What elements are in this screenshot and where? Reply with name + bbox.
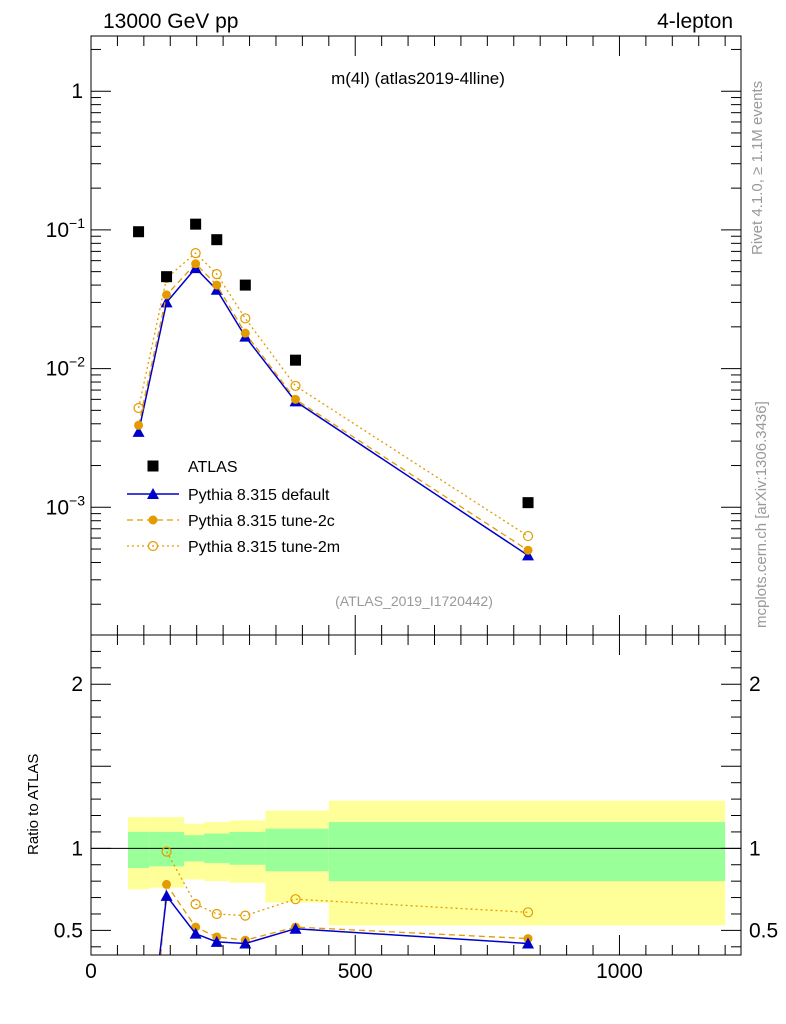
series-line bbox=[137, 252, 529, 537]
data-point bbox=[211, 269, 222, 280]
ratio-series bbox=[158, 846, 535, 956]
ratio-point bbox=[210, 935, 223, 947]
ratio-point bbox=[240, 910, 251, 921]
ratio-point bbox=[239, 937, 252, 949]
y-tick-label: 10−3 bbox=[46, 492, 86, 519]
band-inner bbox=[149, 831, 185, 867]
ratio-point bbox=[162, 879, 172, 889]
band-inner bbox=[127, 831, 150, 869]
data-point bbox=[161, 271, 173, 283]
ratio-point bbox=[160, 889, 173, 901]
band-inner bbox=[328, 822, 726, 882]
legend-label: Pythia 8.315 tune-2m bbox=[188, 539, 340, 556]
header-right: 4-lepton bbox=[657, 10, 733, 33]
ratio-plot-frame bbox=[90, 634, 742, 956]
series-line bbox=[137, 262, 529, 551]
ratio-point bbox=[289, 922, 302, 934]
ratio-axes: 0.5 0.5 1 1 2 2 bbox=[54, 634, 778, 955]
ratio-point bbox=[522, 937, 535, 949]
ratio-y-tick-label: 0.5 bbox=[54, 919, 83, 942]
ratio-point bbox=[190, 899, 201, 910]
band-inner bbox=[265, 828, 329, 872]
legend: ATLAS Pythia 8.315 default Pythia 8.315 tu… bbox=[127, 459, 340, 556]
ratio-plot: 0.5 0.5 1 1 2 2 Ratio to ATLAS bbox=[25, 634, 778, 956]
data-point bbox=[239, 279, 251, 291]
main-series bbox=[132, 218, 535, 561]
legend-marker bbox=[147, 488, 159, 499]
ratio-ylabel: Ratio to ATLAS bbox=[25, 754, 42, 855]
ratio-point bbox=[211, 908, 222, 920]
data-point bbox=[522, 530, 534, 542]
data-point bbox=[290, 380, 301, 392]
ratio-y-tick-label: 0.5 bbox=[749, 919, 778, 942]
series-tune2m bbox=[133, 248, 534, 542]
legend-label: ATLAS bbox=[188, 459, 238, 476]
legend-entry: ATLAS bbox=[147, 459, 238, 476]
data-point bbox=[133, 226, 145, 238]
ratio-series-tune2m bbox=[161, 846, 534, 921]
main-axes: 1 10−1 10−2 10−3 bbox=[46, 36, 741, 635]
data-point bbox=[133, 402, 144, 414]
ratio-point bbox=[522, 907, 534, 918]
data-point bbox=[523, 545, 533, 555]
ratio-y-tick-label: 2 bbox=[749, 673, 761, 696]
data-point bbox=[291, 394, 301, 404]
ratio-point bbox=[161, 846, 172, 857]
series-data bbox=[133, 218, 534, 509]
x-tick-label: 1000 bbox=[596, 960, 643, 983]
series-tune2c bbox=[134, 259, 533, 555]
data-point bbox=[290, 354, 302, 366]
legend-label: Pythia 8.315 default bbox=[188, 487, 330, 504]
y-tick-label: 10−2 bbox=[46, 354, 86, 381]
ratio-series-default bbox=[158, 889, 535, 956]
legend-label: Pythia 8.315 tune-2c bbox=[188, 513, 335, 530]
ratio-y-tick-label: 2 bbox=[71, 673, 83, 696]
data-point bbox=[211, 234, 223, 246]
data-point bbox=[190, 248, 201, 259]
legend-marker bbox=[148, 515, 158, 525]
ratio-point bbox=[290, 894, 301, 905]
data-point bbox=[240, 328, 250, 338]
mcplots-label: mcplots.cern.ch [arXiv:1306.3436] bbox=[753, 401, 770, 628]
x-tick-label: 0 bbox=[85, 960, 97, 983]
data-point bbox=[132, 425, 145, 437]
ratio-y-tick-label: 1 bbox=[71, 837, 83, 860]
y-tick-label: 1 bbox=[71, 80, 83, 103]
main-title: m(4l) (atlas2019-4lline) bbox=[331, 69, 505, 88]
header-left: 13000 GeV pp bbox=[103, 10, 238, 33]
legend-marker bbox=[147, 460, 159, 472]
legend-entry: Pythia 8.315 tune-2m bbox=[127, 539, 340, 556]
data-point bbox=[190, 218, 202, 230]
x-axis: 0 500 1000 bbox=[85, 960, 643, 983]
ratio-bands bbox=[127, 800, 726, 926]
data-point bbox=[522, 549, 535, 561]
ratio-point bbox=[191, 922, 201, 932]
legend-entry: Pythia 8.315 tune-2c bbox=[127, 513, 335, 530]
data-point bbox=[160, 296, 173, 308]
data-point bbox=[240, 313, 251, 324]
y-tick-label: 10−1 bbox=[46, 215, 86, 242]
ratio-point bbox=[189, 927, 202, 939]
data-point bbox=[212, 280, 222, 290]
data-point bbox=[522, 497, 534, 509]
x-tick-label: 500 bbox=[338, 960, 373, 983]
watermark: (ATLAS_2019_I1720442) bbox=[335, 593, 493, 609]
ratio-y-tick-label: 1 bbox=[749, 837, 761, 860]
rivet-label: Rivet 4.1.0, ≥ 1.1M events bbox=[749, 81, 766, 255]
data-point bbox=[134, 420, 144, 430]
data-point bbox=[162, 290, 172, 300]
legend-marker bbox=[147, 540, 159, 552]
legend-entry: Pythia 8.315 default bbox=[127, 487, 330, 504]
main-plot: 1 10−1 10−2 10−3 m(4l) (atlas2019-4lline) (… bbox=[46, 35, 742, 636]
data-point bbox=[191, 259, 201, 269]
